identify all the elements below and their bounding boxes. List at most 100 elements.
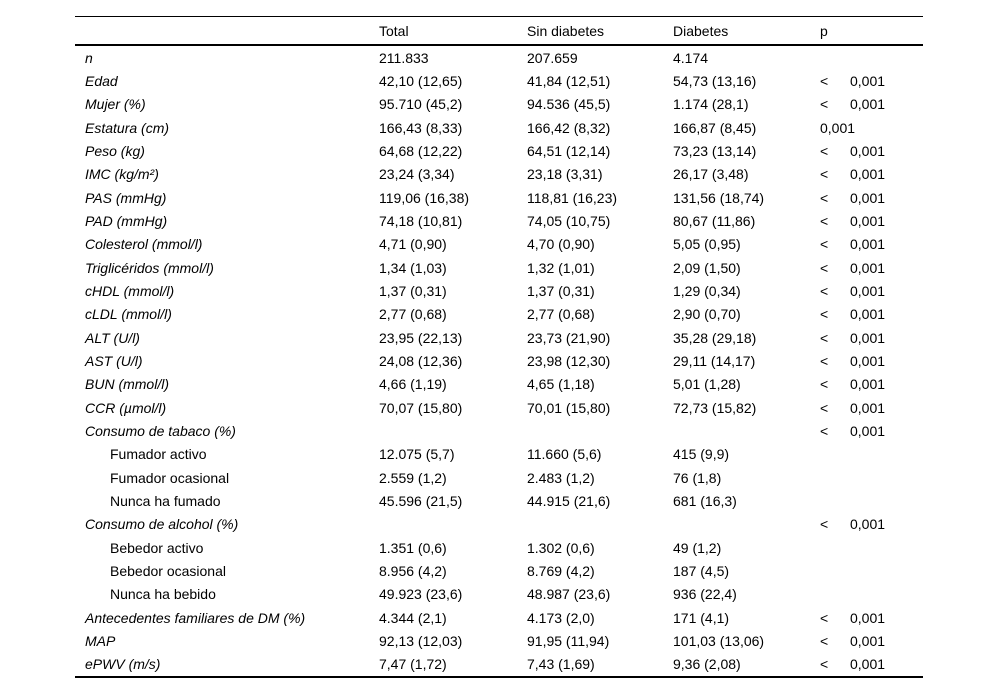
row-label: Estatura (cm) [85, 119, 170, 136]
cell-diabetes: 73,23 (13,14) [673, 142, 757, 159]
table-row: AST (U/l) 24,08 (12,36) 23,98 (12,30) 29… [75, 349, 923, 372]
p-less-than-sign: < [820, 632, 829, 649]
p-value: 0,001 [850, 609, 886, 626]
p-less-than-sign: < [820, 96, 829, 113]
cell-p: <0,001 [820, 166, 923, 182]
p-less-than-sign: < [820, 306, 829, 323]
table-row: n 211.833 207.659 4.174 [75, 46, 923, 69]
p-less-than-sign: < [820, 609, 829, 626]
cell-p: <0,001 [820, 306, 923, 322]
cell-total: 4.344 (2,1) [379, 609, 447, 626]
table-row: cHDL (mmol/l) 1,37 (0,31) 1,37 (0,31) 1,… [75, 279, 923, 302]
cell-p: <0,001 [820, 190, 923, 206]
cell-total: 166,43 (8,33) [379, 119, 463, 136]
table-row: Peso (kg) 64,68 (12,22) 64,51 (12,14) 73… [75, 139, 923, 162]
cell-total: 1,34 (1,03) [379, 259, 447, 276]
cell-diabetes: 171 (4,1) [673, 609, 730, 626]
cell-total: 42,10 (12,65) [379, 72, 463, 89]
table-row: Bebedor activo 1.351 (0,6) 1.302 (0,6) 4… [75, 536, 923, 559]
table-row: MAP 92,13 (12,03) 91,95 (11,94) 101,03 (… [75, 629, 923, 652]
cell-sin-diabetes: 94.536 (45,5) [527, 96, 611, 113]
table-body: n 211.833 207.659 4.174 Edad 42,10 (12,6… [75, 46, 923, 676]
cell-total: 4,66 (1,19) [379, 376, 447, 393]
cell-p: <0,001 [820, 96, 923, 112]
p-value: 0,001 [850, 352, 886, 369]
p-value: 0,001 [850, 632, 886, 649]
row-label: Peso (kg) [85, 142, 145, 159]
cell-total: 1,37 (0,31) [379, 282, 447, 299]
cell-total: 24,08 (12,36) [379, 352, 463, 369]
cell-diabetes: 166,87 (8,45) [673, 119, 757, 136]
row-label: Triglicéridos (mmol/l) [85, 259, 214, 276]
p-value: 0,001 [850, 236, 886, 253]
cell-diabetes: 101,03 (13,06) [673, 632, 765, 649]
row-label: MAP [85, 632, 116, 649]
cell-sin-diabetes: 2.483 (1,2) [527, 469, 595, 486]
p-less-than-sign: < [820, 236, 829, 253]
cell-sin-diabetes: 91,95 (11,94) [527, 632, 610, 649]
row-label: Fumador ocasional [110, 469, 230, 486]
header-total: Total [379, 22, 409, 39]
table-row: ePWV (m/s) 7,47 (1,72) 7,43 (1,69) 9,36 … [75, 653, 923, 676]
cell-p: <0,001 [820, 143, 923, 159]
cell-sin-diabetes: 41,84 (12,51) [527, 72, 611, 89]
cell-sin-diabetes: 23,73 (21,90) [527, 329, 611, 346]
row-label: Nunca ha fumado [110, 492, 221, 509]
header-sin-diabetes: Sin diabetes [527, 22, 605, 39]
p-value: 0,001 [850, 259, 886, 276]
cell-diabetes: 49 (1,2) [673, 539, 722, 556]
p-value: 0,001 [850, 282, 886, 299]
cell-total: 119,06 (16,38) [379, 189, 470, 206]
cell-total: 8.956 (4,2) [379, 562, 447, 579]
table-row: Consumo de alcohol (%) <0,001 [75, 513, 923, 536]
cell-total: 7,47 (1,72) [379, 656, 447, 673]
cell-diabetes: 1.174 (28,1) [673, 96, 749, 113]
cell-sin-diabetes: 7,43 (1,69) [527, 656, 595, 673]
cell-total: 49.923 (23,6) [379, 586, 463, 603]
p-less-than-sign: < [820, 142, 829, 159]
cell-total: 2,77 (0,68) [379, 306, 447, 323]
cell-diabetes: 2,90 (0,70) [673, 306, 741, 323]
row-label: Bebedor ocasional [110, 562, 226, 579]
table-row: IMC (kg/m²) 23,24 (3,34) 23,18 (3,31) 26… [75, 163, 923, 186]
row-label: PAS (mmHg) [85, 189, 167, 206]
row-label: IMC (kg/m²) [85, 166, 159, 183]
cell-sin-diabetes: 118,81 (16,23) [527, 189, 618, 206]
cell-sin-diabetes: 2,77 (0,68) [527, 306, 595, 323]
p-value: 0,001 [850, 422, 886, 439]
p-less-than-sign: < [820, 376, 829, 393]
cell-sin-diabetes: 8.769 (4,2) [527, 562, 595, 579]
p-less-than-sign: < [820, 282, 829, 299]
p-value: 0,001 [850, 329, 886, 346]
cell-diabetes: 2,09 (1,50) [673, 259, 741, 276]
row-label: PAD (mmHg) [85, 212, 168, 229]
cell-diabetes: 54,73 (13,16) [673, 72, 757, 89]
cell-total: 2.559 (1,2) [379, 469, 447, 486]
row-label: cHDL (mmol/l) [85, 282, 175, 299]
row-label: Antecedentes familiares de DM (%) [85, 609, 306, 626]
cell-diabetes: 187 (4,5) [673, 562, 730, 579]
table-row: Fumador activo 12.075 (5,7) 11.660 (5,6)… [75, 443, 923, 466]
cell-p: <0,001 [820, 516, 923, 532]
cell-p: <0,001 [820, 423, 923, 439]
cell-p: <0,001 [820, 236, 923, 252]
cell-p: <0,001 [820, 283, 923, 299]
cell-diabetes: 4.174 [673, 49, 709, 66]
cell-p: <0,001 [820, 610, 923, 626]
cell-p: <0,001 [820, 376, 923, 392]
cell-diabetes: 35,28 (29,18) [673, 329, 757, 346]
row-label: Nunca ha bebido [110, 586, 216, 603]
p-less-than-sign: < [820, 212, 829, 229]
p-value: 0,001 [850, 166, 886, 183]
table-header-row: Total Sin diabetes Diabetes p [75, 17, 923, 46]
p-value: 0,001 [850, 376, 886, 393]
cell-diabetes: 936 (22,4) [673, 586, 737, 603]
cell-diabetes: 5,05 (0,95) [673, 236, 741, 253]
p-value: 0,001 [850, 72, 886, 89]
p-less-than-sign: < [820, 399, 829, 416]
cell-p: <0,001 [820, 73, 923, 89]
cell-diabetes: 415 (9,9) [673, 446, 730, 463]
cell-diabetes: 80,67 (11,86) [673, 212, 756, 229]
cell-sin-diabetes: 44.915 (21,6) [527, 492, 611, 509]
